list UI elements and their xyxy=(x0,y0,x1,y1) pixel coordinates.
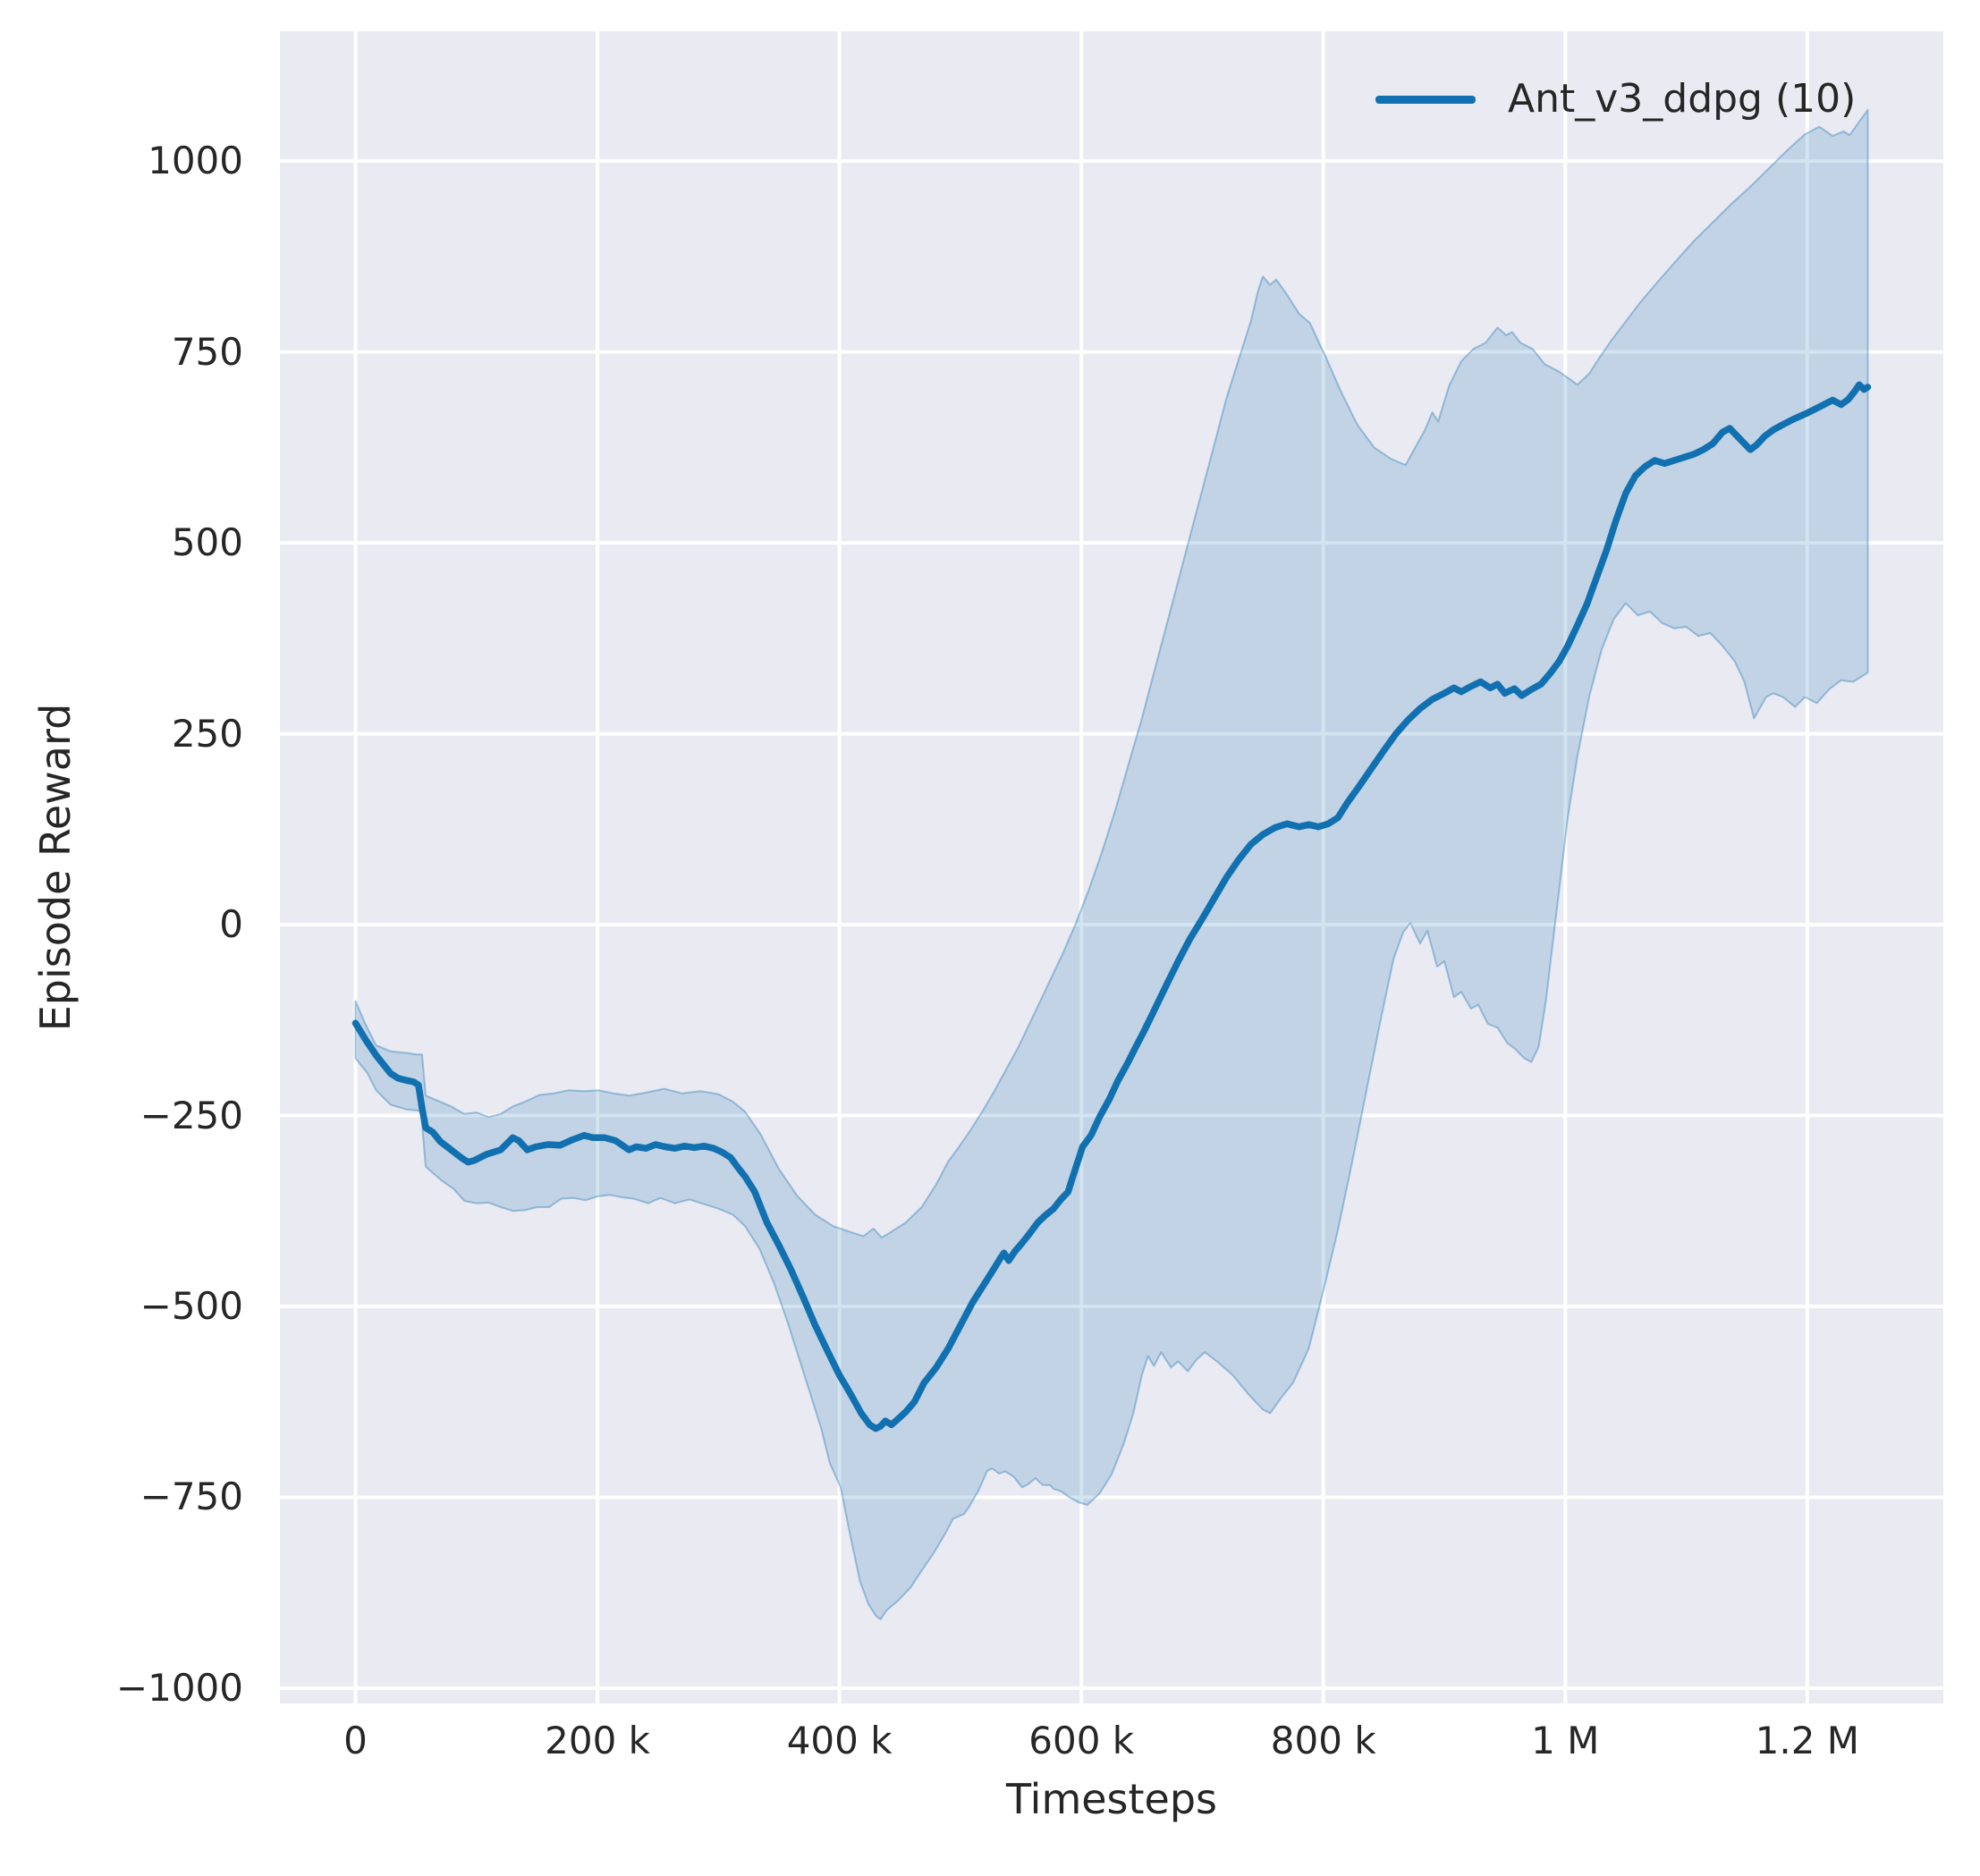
legend: Ant_v3_ddpg (10) xyxy=(1375,76,1856,123)
y-tick-label: 0 xyxy=(219,902,243,947)
y-tick-label: 250 xyxy=(171,711,243,756)
x-tick-label: 1 M xyxy=(1531,1719,1600,1762)
y-tick-label: −500 xyxy=(140,1283,243,1328)
x-tick-label: 600 k xyxy=(1028,1719,1135,1762)
x-tick-label: 0 xyxy=(343,1719,368,1762)
x-tick-label: 800 k xyxy=(1270,1719,1376,1762)
y-tick-label: −1000 xyxy=(115,1665,243,1710)
legend-series-label: Ant_v3_ddpg (10) xyxy=(1508,76,1857,122)
plot-background xyxy=(280,31,1943,1703)
x-tick-label: 1.2 M xyxy=(1755,1719,1860,1762)
x-tick-label: 400 k xyxy=(786,1719,893,1762)
y-tick-label: 500 xyxy=(171,520,243,565)
y-axis-label: Episode Reward xyxy=(31,703,80,1032)
y-tick-label: −750 xyxy=(140,1475,243,1519)
confidence-band xyxy=(354,108,1869,1621)
x-tick-label: 200 k xyxy=(545,1719,650,1762)
x-axis-label: Timesteps xyxy=(1005,1775,1218,1823)
y-tick-label: 1000 xyxy=(148,139,243,183)
y-tick-label: −250 xyxy=(140,1093,243,1137)
y-tick-label: 750 xyxy=(171,329,243,374)
legend-line-swatch xyxy=(1375,95,1476,104)
mean-line xyxy=(351,381,1872,1432)
